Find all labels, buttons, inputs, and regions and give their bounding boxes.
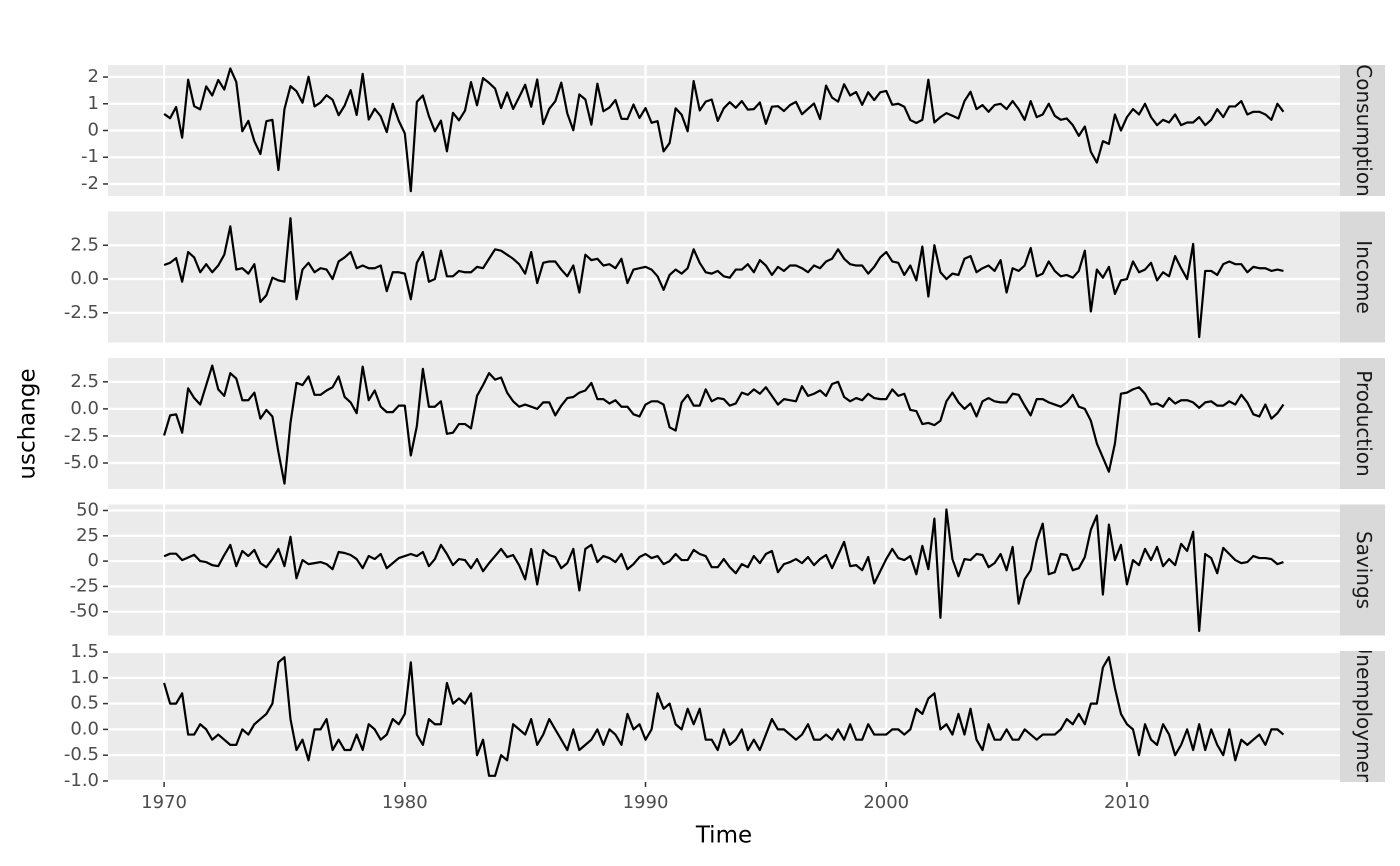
- x-tick-label: 1990: [623, 792, 669, 813]
- y-tick-label: 1: [88, 93, 99, 114]
- y-axis-title: uschange: [15, 368, 41, 479]
- y-tick-label: 0.0: [70, 268, 99, 289]
- panel-background: [108, 504, 1340, 636]
- y-tick-label: -0.5: [64, 744, 99, 765]
- y-tick-label: 0: [88, 550, 99, 571]
- strip: Unemployment: [1352, 640, 1376, 794]
- strip-label: Unemployment: [1352, 640, 1376, 794]
- y-tick-label: -2.5: [64, 302, 99, 323]
- strip-label: Income: [1352, 240, 1376, 314]
- series-line: [163, 217, 1284, 339]
- strip: Consumption: [1352, 64, 1376, 196]
- x-axis-title: Time: [695, 823, 752, 849]
- y-tick-label: -2: [81, 173, 99, 194]
- strip-background: [1340, 358, 1385, 489]
- x-tick-label: 2010: [1104, 792, 1150, 813]
- panel-background: [108, 651, 1340, 782]
- strip-background: [1340, 65, 1385, 196]
- x-tick-label: 1980: [382, 792, 428, 813]
- strip: Income: [1352, 240, 1376, 314]
- strip-background: [1340, 651, 1385, 782]
- y-tick-label: 0.0: [70, 398, 99, 419]
- strip: Savings: [1352, 531, 1376, 609]
- x-tick-label: 2000: [863, 792, 909, 813]
- strip-background: [1340, 211, 1385, 343]
- panel-background: [108, 358, 1340, 489]
- series-line: [163, 364, 1285, 485]
- strip-label: Consumption: [1352, 64, 1376, 196]
- y-tick-label: 1.5: [70, 641, 99, 662]
- y-tick-label: 0: [88, 120, 99, 141]
- series-line: [163, 656, 1285, 777]
- x-tick-label: 1970: [141, 792, 187, 813]
- y-tick-label: 0.0: [70, 718, 99, 739]
- strip-label: Savings: [1352, 531, 1376, 609]
- y-tick-label: -25: [70, 575, 99, 596]
- y-tick-label: 2.5: [70, 371, 99, 392]
- y-tick-label: 50: [76, 499, 99, 520]
- y-tick-label: -1.0: [64, 770, 99, 791]
- strip-background: [1340, 504, 1385, 636]
- y-tick-label: -2.5: [64, 425, 99, 446]
- y-tick-label: 1.0: [70, 667, 99, 688]
- y-tick-label: 0.5: [70, 693, 99, 714]
- series-line: [163, 67, 1285, 193]
- y-tick-label: 2.5: [70, 234, 99, 255]
- y-tick-label: -5.0: [64, 452, 99, 473]
- y-tick-label: 2: [88, 66, 99, 87]
- y-tick-label: -50: [70, 601, 99, 622]
- series-line: [163, 508, 1284, 633]
- y-tick-label: -1: [81, 146, 99, 167]
- strip: Production: [1352, 370, 1376, 476]
- strip-label: Production: [1352, 370, 1376, 476]
- y-tick-label: 25: [76, 525, 99, 546]
